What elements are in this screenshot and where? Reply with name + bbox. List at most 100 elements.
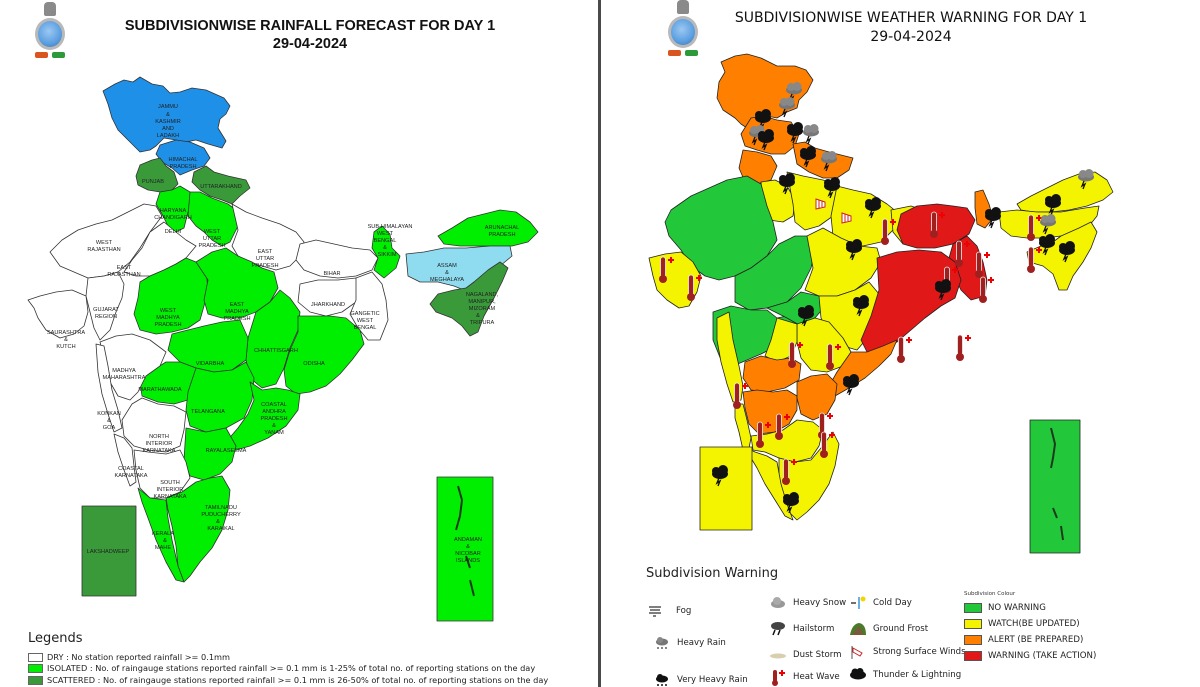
svg-text:&: & — [163, 538, 167, 544]
w-region-kerala — [746, 447, 794, 521]
region-uttarakhand — [191, 165, 251, 205]
legend-item-scattered: SCATTERED : No. of raingauge stations re… — [28, 675, 548, 685]
svg-text:SUB-HIMALAYAN: SUB-HIMALAYAN — [368, 224, 413, 230]
legend-thunder-lightning: Thunder & Lightning — [849, 668, 961, 682]
swatch-scattered — [28, 675, 43, 685]
svg-text:&: & — [445, 270, 449, 276]
svg-text:JHARKHAND: JHARKHAND — [311, 302, 345, 308]
svg-text:KARNATAKA: KARNATAKA — [114, 473, 147, 479]
svg-text:NICOBAR: NICOBAR — [455, 551, 481, 557]
legend-item-dry: DRY : No station reported rainfall >= 0.… — [28, 652, 230, 662]
colour-watch: WATCH(BE UPDATED) — [964, 619, 1080, 629]
svg-text:ODISHA: ODISHA — [303, 361, 325, 367]
hailstorm-icon — [769, 622, 787, 636]
rainfall-title: SUBDIVISIONWISE RAINFALL FORECAST FOR DA… — [90, 17, 530, 53]
svg-text:PUNJAB: PUNJAB — [142, 179, 164, 185]
panel-divider — [598, 0, 601, 687]
rainfall-forecast-panel: SUBDIVISIONWISE RAINFALL FORECAST FOR DA… — [0, 0, 598, 687]
svg-text:BENGAL: BENGAL — [354, 325, 377, 331]
svg-text:CHANDIGARH: CHANDIGARH — [154, 215, 192, 221]
heat-wave-icon — [769, 670, 787, 686]
region-saurashtra — [27, 289, 89, 339]
warning-title-text: SUBDIVISIONWISE WEATHER WARNING FOR DAY … — [734, 10, 1088, 26]
svg-text:RAJASTHAN: RAJASTHAN — [87, 247, 120, 253]
region-east-up — [231, 203, 305, 271]
svg-text:PRADESH: PRADESH — [154, 322, 181, 328]
svg-text:MADHYA: MADHYA — [225, 309, 249, 315]
svg-text:PRADESH: PRADESH — [260, 416, 287, 422]
region-jammu-kashmir — [102, 76, 231, 153]
svg-text:KARAIKAL: KARAIKAL — [207, 526, 234, 532]
svg-text:BENGAL: BENGAL — [374, 238, 397, 244]
svg-text:VIDARBHA: VIDARBHA — [196, 361, 225, 367]
svg-text:PUDUCHERRY: PUDUCHERRY — [201, 512, 241, 518]
legend-strong-surface-winds: Strong Surface Winds — [849, 645, 966, 659]
region-konkan — [95, 343, 123, 433]
region-nik — [121, 397, 187, 453]
svg-text:&: & — [272, 423, 276, 429]
svg-text:MADHYA: MADHYA — [156, 315, 180, 321]
svg-text:&: & — [476, 313, 480, 319]
region-odisha — [283, 315, 365, 395]
region-haryana — [155, 185, 195, 233]
warning-title: SUBDIVISIONWISE WEATHER WARNING FOR DAY … — [691, 9, 1131, 47]
svg-text:&: & — [383, 245, 387, 251]
svg-text:JAMMU: JAMMU — [158, 104, 178, 110]
svg-text:INTERIOR: INTERIOR — [146, 441, 173, 447]
svg-text:LAKSHADWEEP: LAKSHADWEEP — [87, 549, 130, 555]
w-region-odisha — [860, 249, 962, 353]
w-region-shwb — [974, 189, 994, 229]
svg-text:TELANGANA: TELANGANA — [191, 409, 225, 415]
legend-item-isolated: ISOLATED : No. of raingauge stations rep… — [28, 663, 535, 673]
svg-text:BIHAR: BIHAR — [323, 271, 340, 277]
w-region-lakshadweep — [699, 446, 753, 531]
legend-fog: Fog — [646, 604, 691, 618]
svg-text:MARATHAWADA: MARATHAWADA — [138, 387, 182, 393]
svg-text:PRADESH: PRADESH — [251, 263, 278, 269]
w-region-sik — [750, 419, 824, 463]
svg-text:KUTCH: KUTCH — [56, 344, 75, 350]
region-gangetic-wb — [349, 271, 389, 341]
svg-text:ANDHRA: ANDHRA — [262, 409, 286, 415]
svg-text:MEGHALAYA: MEGHALAYA — [430, 277, 464, 283]
region-rayalaseema — [183, 427, 237, 481]
w-region-konkan — [716, 311, 744, 403]
region-sik — [133, 449, 191, 499]
svg-text:ISLANDS: ISLANDS — [456, 558, 480, 564]
svg-text:REGION: REGION — [95, 314, 117, 320]
fog-icon — [646, 604, 664, 618]
region-bihar — [295, 239, 379, 279]
swatch-alert — [964, 635, 982, 645]
svg-text:KERALA: KERALA — [152, 531, 174, 537]
svg-text:PRADESH: PRADESH — [223, 316, 250, 322]
svg-text:AND: AND — [162, 126, 174, 132]
legend-heavy-rain: Heavy Rain — [653, 636, 726, 650]
svg-text:UTTAR: UTTAR — [203, 236, 221, 242]
svg-text:WEST: WEST — [204, 229, 221, 235]
very-heavy-rain-icon — [653, 673, 671, 687]
svg-text:INTERIOR: INTERIOR — [157, 487, 184, 493]
svg-text:MAHE: MAHE — [155, 545, 171, 551]
svg-text:CHHATTISGARH: CHHATTISGARH — [254, 348, 298, 354]
w-region-jk — [716, 53, 814, 129]
svg-text:COASTAL: COASTAL — [261, 402, 287, 408]
w-region-rayalaseema — [796, 373, 838, 421]
warning-map — [648, 53, 1114, 554]
svg-text:SOUTH: SOUTH — [160, 480, 180, 486]
weather-warning-panel: SUBDIVISIONWISE WEATHER WARNING FOR DAY … — [601, 0, 1200, 687]
svg-text:UTTAR: UTTAR — [256, 256, 274, 262]
swatch-warning — [964, 651, 982, 661]
svg-text:SIKKIM: SIKKIM — [378, 252, 397, 258]
legend-hailstorm: Hailstorm — [769, 622, 834, 636]
legend-very-heavy-rain: Very Heavy Rain — [653, 673, 748, 687]
svg-text:HARYANA: HARYANA — [160, 208, 187, 214]
legend-label: ISOLATED : No. of raingauge stations rep… — [47, 663, 536, 673]
dust-storm-icon — [769, 648, 787, 662]
rainfall-legend-title: Legends — [28, 631, 83, 646]
svg-text:TAMILNADU: TAMILNADU — [205, 505, 237, 511]
svg-text:EAST: EAST — [117, 265, 132, 271]
region-lakshadweep — [81, 505, 137, 597]
legend-ground-frost: Ground Frost — [849, 622, 928, 636]
colour-warning: WARNING (TAKE ACTION) — [964, 651, 1096, 661]
